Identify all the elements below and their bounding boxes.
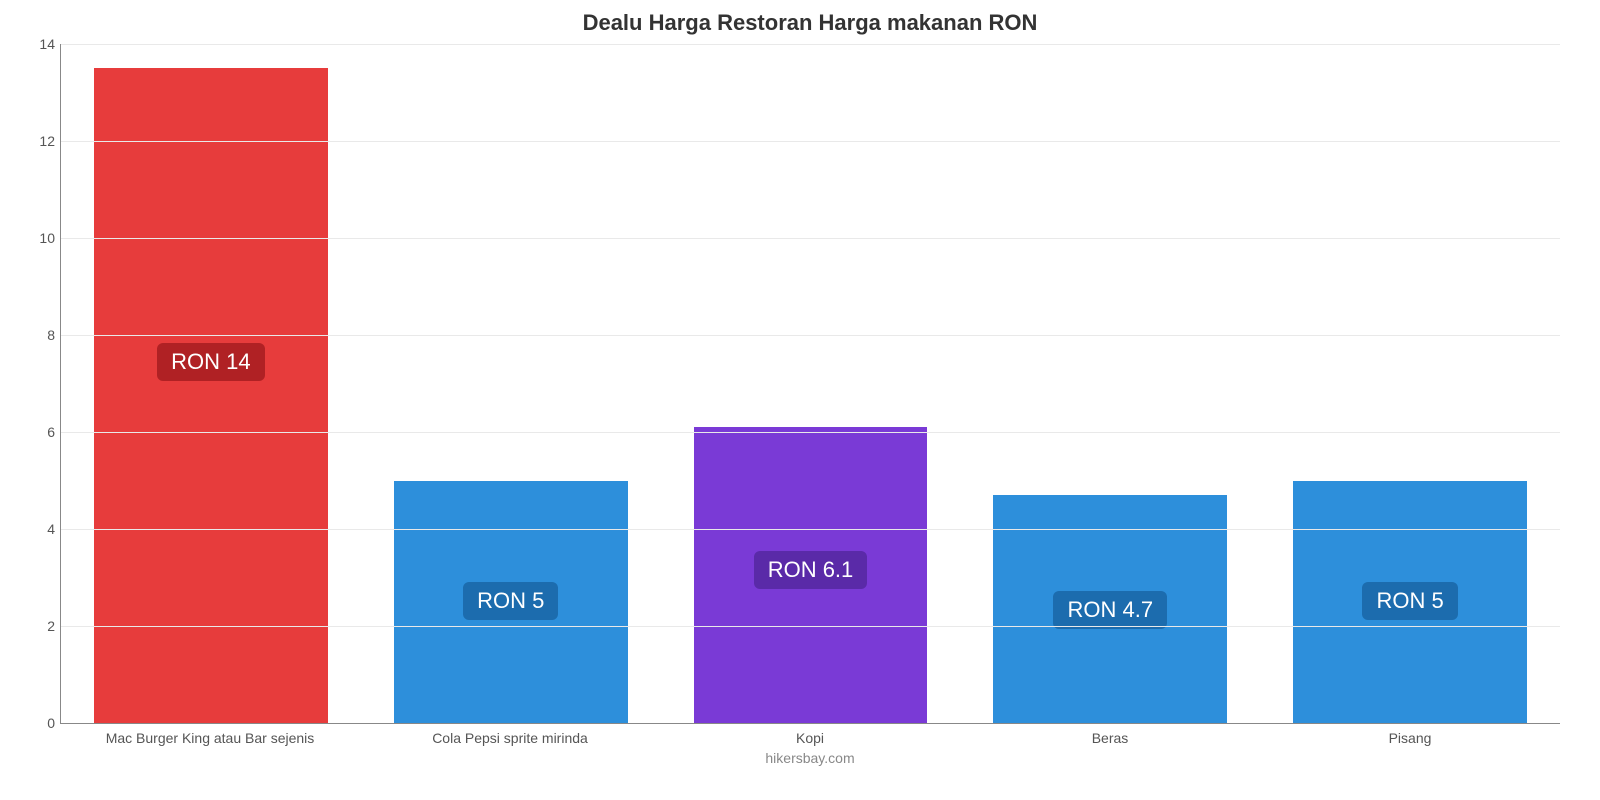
grid-line xyxy=(61,432,1560,433)
bar: RON 5 xyxy=(394,481,628,724)
chart-title: Dealu Harga Restoran Harga makanan RON xyxy=(60,10,1560,36)
bar: RON 14 xyxy=(94,68,328,723)
x-tick-label: Cola Pepsi sprite mirinda xyxy=(360,730,660,746)
bar-value-label: RON 14 xyxy=(157,343,264,381)
bar-slot: RON 5 xyxy=(361,44,661,723)
bar-value-label: RON 6.1 xyxy=(754,551,868,589)
bar-slot: RON 5 xyxy=(1260,44,1560,723)
x-axis-labels: Mac Burger King atau Bar sejenisCola Pep… xyxy=(60,730,1560,746)
y-tick-label: 6 xyxy=(23,424,55,440)
bar-value-label: RON 5 xyxy=(463,582,558,620)
credit-text: hikersbay.com xyxy=(60,750,1560,766)
grid-line xyxy=(61,335,1560,336)
bar: RON 6.1 xyxy=(694,427,928,723)
grid-line xyxy=(61,626,1560,627)
y-tick-label: 10 xyxy=(23,230,55,246)
bar-slot: RON 6.1 xyxy=(661,44,961,723)
x-tick-label: Kopi xyxy=(660,730,960,746)
grid-line xyxy=(61,529,1560,530)
x-tick-label: Mac Burger King atau Bar sejenis xyxy=(60,730,360,746)
x-tick-label: Beras xyxy=(960,730,1260,746)
chart-container: Dealu Harga Restoran Harga makanan RON R… xyxy=(0,0,1600,800)
bar-slot: RON 14 xyxy=(61,44,361,723)
plot-area: RON 14RON 5RON 6.1RON 4.7RON 5 024681012… xyxy=(60,44,1560,724)
x-tick-label: Pisang xyxy=(1260,730,1560,746)
bar-slot: RON 4.7 xyxy=(960,44,1260,723)
bar-value-label: RON 5 xyxy=(1362,582,1457,620)
bar-value-label: RON 4.7 xyxy=(1053,591,1167,629)
bars-group: RON 14 RON 5 RON 6.1 RON 4.7 RON 5 xyxy=(61,44,1560,723)
grid-line xyxy=(61,141,1560,142)
y-tick-label: 0 xyxy=(23,715,55,731)
grid-line xyxy=(61,238,1560,239)
grid-line xyxy=(61,44,1560,45)
y-tick-label: 2 xyxy=(23,618,55,634)
y-tick-label: 12 xyxy=(23,133,55,149)
y-tick-label: 8 xyxy=(23,327,55,343)
y-tick-label: 14 xyxy=(23,36,55,52)
bar: RON 5 xyxy=(1293,481,1527,724)
y-tick-label: 4 xyxy=(23,521,55,537)
